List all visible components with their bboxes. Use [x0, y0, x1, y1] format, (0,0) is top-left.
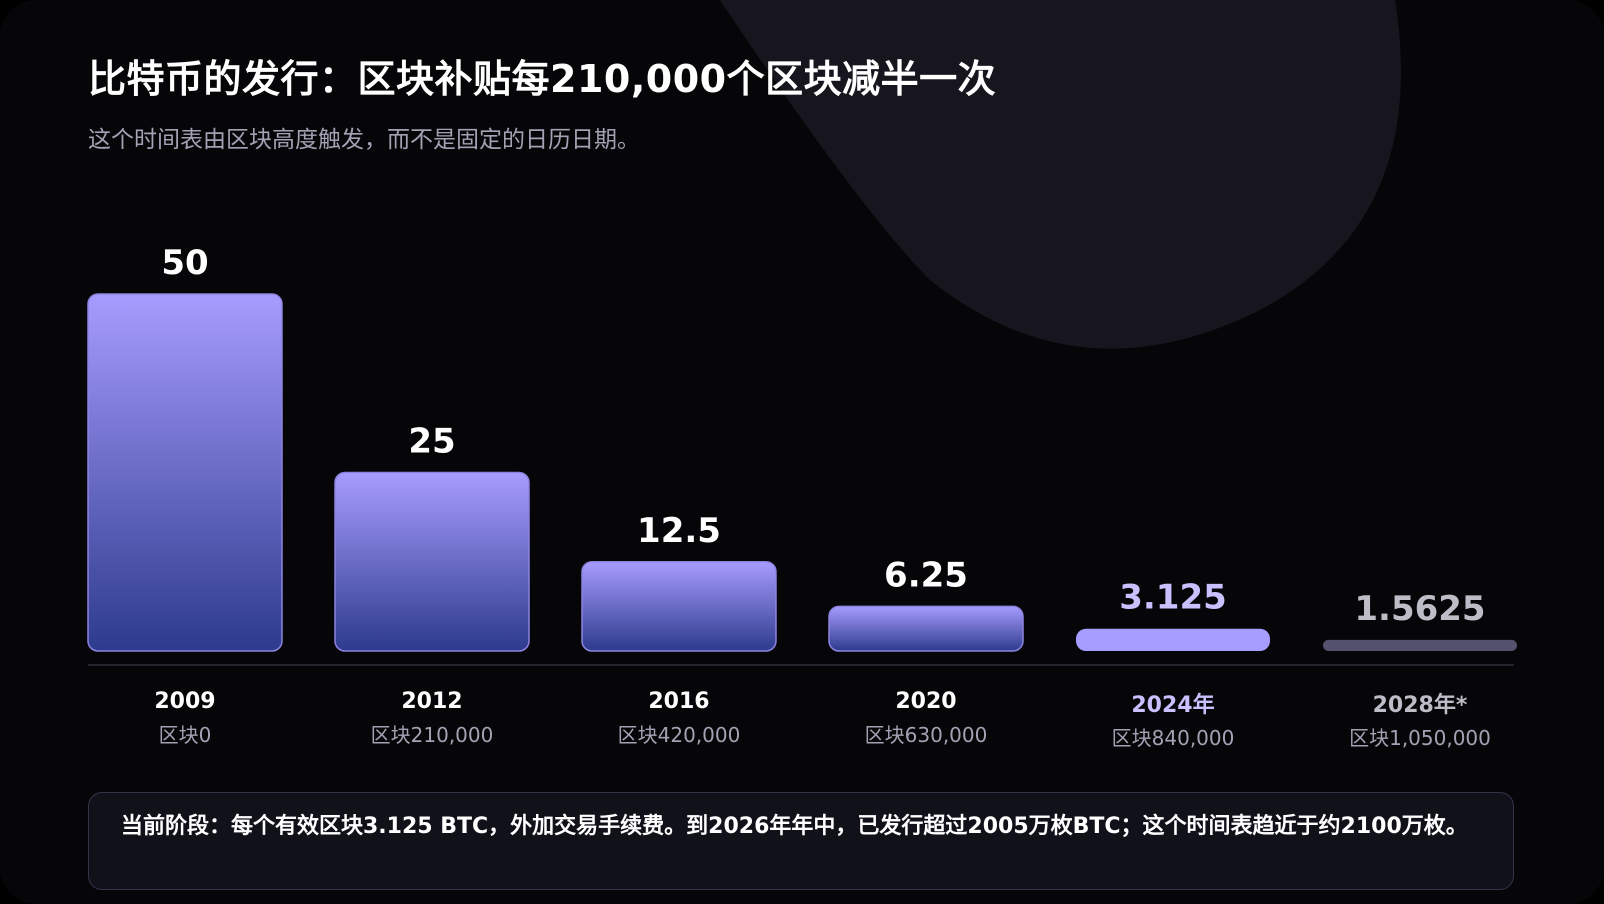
- current-phase-note: 当前阶段：每个有效区块3.125 BTC，外加交易手续费。到2026年年中，已发…: [88, 792, 1514, 890]
- block-height-label-2020: 区块630,000: [865, 723, 988, 747]
- block-height-label-2009: 区块0: [159, 723, 212, 747]
- block-height-label-2028年*: 区块1,050,000: [1349, 726, 1491, 750]
- block-height-label-2024年: 区块840,000: [1112, 726, 1235, 750]
- category-label-2028年*: 2028年*: [1373, 692, 1468, 718]
- bar-2024年: [1076, 628, 1270, 651]
- chart-subtitle: 这个时间表由区块高度触发，而不是固定的日历日期。: [88, 127, 640, 153]
- value-label-2024年: 3.125: [1119, 578, 1227, 618]
- value-label-2020: 6.25: [884, 555, 968, 595]
- bar-2016: [581, 561, 777, 652]
- bar-2009: [87, 293, 283, 652]
- block-height-label-2016: 区块420,000: [618, 723, 741, 747]
- value-label-2012: 25: [408, 422, 455, 462]
- bars-layer: 50 2009 区块0 25 2012 区块210,000 12.5 2016 区块420,00…: [87, 243, 1517, 750]
- bar-2020: [828, 605, 1024, 652]
- chart-title: 比特币的发行：区块补贴每210,000个区块减半一次: [88, 57, 997, 101]
- category-label-2024年: 2024年: [1131, 692, 1214, 718]
- category-label-2020: 2020: [895, 689, 956, 714]
- category-label-2009: 2009: [154, 689, 215, 714]
- block-height-label-2012: 区块210,000: [371, 723, 494, 747]
- value-label-2009: 50: [161, 243, 208, 283]
- bar-2012: [334, 471, 530, 652]
- value-label-2028年*: 1.5625: [1354, 589, 1485, 629]
- value-label-2016: 12.5: [637, 511, 721, 551]
- category-label-2012: 2012: [401, 689, 462, 714]
- category-label-2016: 2016: [648, 689, 709, 714]
- bar-2028年*: [1323, 639, 1517, 651]
